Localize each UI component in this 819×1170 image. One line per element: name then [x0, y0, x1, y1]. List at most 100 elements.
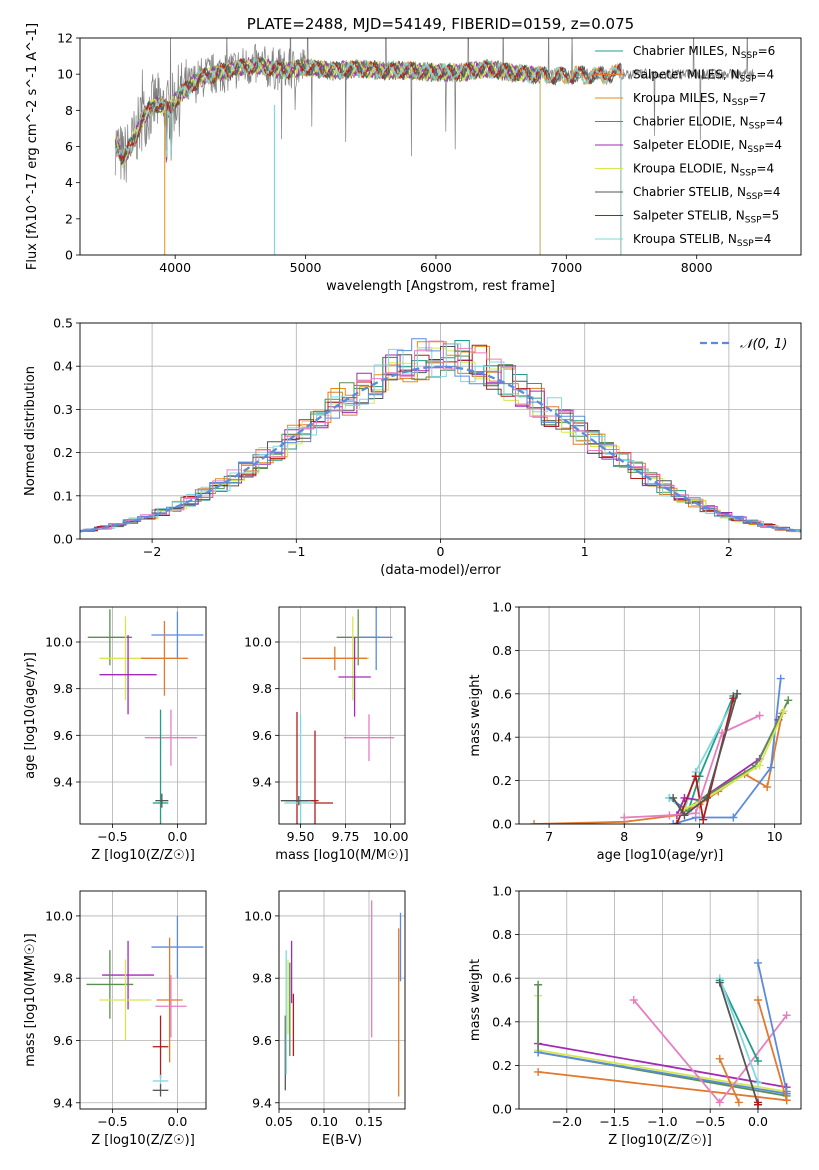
data-point	[360, 607, 393, 670]
legend-entry: Chabrier STELIB, NSSP=4	[633, 185, 781, 202]
weight-marker	[755, 711, 764, 720]
chart-title: PLATE=2488, MJD=54149, FIBERID=0159, z=0…	[247, 15, 634, 33]
x-tick-label: 0.0	[167, 1114, 187, 1129]
legend-entry: Salpeter ELODIE, NSSP=4	[633, 138, 782, 155]
x-tick-label: 2	[725, 544, 733, 559]
y-tick-label: 9.4	[53, 775, 73, 790]
weight-marker	[753, 1057, 762, 1066]
y-tick-label: 4	[65, 175, 73, 190]
x-tick-label: −2.0	[552, 1114, 582, 1129]
legend-text: Chabrier MILES, N	[633, 44, 741, 58]
x-tick-label: −0.5	[97, 1114, 127, 1129]
legend-text: =5	[762, 209, 780, 223]
y-tick-label: 9.8	[252, 971, 272, 986]
y-tick-label: 0.2	[492, 1058, 512, 1073]
legend-subscript: SSP	[745, 216, 762, 226]
axes-frame	[518, 606, 802, 825]
weight-marker	[620, 813, 629, 822]
legend-subscript: SSP	[737, 239, 754, 249]
legend-text: =4	[756, 162, 774, 176]
legend-text: =4	[754, 232, 772, 246]
weight-marker	[733, 689, 742, 698]
axes-frame	[278, 606, 406, 825]
weight_vs_z-panel: −2.0 −1.5 −1.0 −0.5 0.0 0.0 0.2 0.4 0.6 0.8 1.0 Z […	[468, 884, 802, 1148]
y-tick-label: 0.0	[492, 1102, 512, 1117]
weight-marker	[753, 1078, 762, 1087]
weight-line	[537, 1051, 787, 1095]
weight-marker	[672, 820, 681, 824]
x-tick-label: 1	[581, 544, 589, 559]
weight-marker	[782, 1011, 791, 1020]
model-spectrum-line	[115, 57, 541, 255]
x-tick-label: 0.15	[355, 1114, 383, 1129]
legend-entry: Salpeter MILES, NSSP=4	[633, 68, 774, 85]
y-axis-label: mass weight	[468, 674, 483, 756]
y-tick-label: 9.8	[53, 681, 73, 696]
histogram-step	[80, 338, 801, 532]
weight-marker	[729, 813, 738, 822]
weight_vs_age-panel: 7 8 9 10 0.0 0.2 0.4 0.6 0.8 1.0 age [log10(age/yr…	[468, 600, 802, 863]
y-tick-label: 0.4	[53, 359, 73, 374]
x-tick-label: 9.50	[287, 829, 315, 844]
x-tick-label: −1.5	[599, 1114, 629, 1129]
weight-series	[715, 1054, 743, 1107]
legend-subscript: SSP	[747, 145, 764, 155]
weight-line	[537, 1042, 787, 1089]
legend-entry: Kroupa MILES, NSSP=7	[633, 91, 766, 108]
histogram-step	[82, 340, 801, 532]
legend-subscript: SSP	[746, 192, 763, 202]
x-axis-label: (data-model)/error	[380, 563, 501, 578]
weight-marker	[691, 772, 700, 781]
weight-line	[718, 982, 759, 1105]
y-axis-label: Flux [fλ10^-17 erg cm^-2 s^-1 A^-1]	[25, 23, 40, 270]
y-tick-label: 0	[65, 248, 73, 263]
y-tick-label: 2	[65, 211, 73, 226]
y-tick-label: 8	[65, 103, 73, 118]
weight-marker	[534, 1048, 543, 1057]
axes-frame	[79, 322, 802, 540]
weight-marker	[715, 1098, 724, 1107]
y-tick-label: 10	[57, 67, 73, 82]
y-tick-label: 10.0	[244, 908, 272, 923]
weight-marker	[680, 811, 689, 820]
y-tick-label: 9.8	[53, 971, 73, 986]
y-tick-label: 1.0	[492, 600, 512, 615]
legend-text: =4	[765, 115, 783, 129]
age_vs_mass-panel: 9.50 9.75 10.00 9.4 9.6 9.8 10.0 mass [log10(M/…	[244, 606, 409, 863]
mass_vs_ebv-panel: 0.05 0.10 0.15 9.4 9.6 9.8 10.0 E(B-V)	[244, 890, 406, 1148]
weight-marker	[669, 820, 678, 824]
weight-marker	[718, 728, 727, 737]
y-tick-label: 0.5	[53, 316, 73, 331]
weight-marker	[784, 696, 793, 705]
y-tick-label: 0.0	[53, 532, 73, 547]
axes-frame	[79, 37, 802, 256]
data-point	[338, 637, 371, 717]
x-axis-label: Z [log10(Z/Z☉)]	[91, 1133, 195, 1148]
spectrum-panel: PLATE=2488, MJD=54149, FIBERID=0159, z=0…	[25, 15, 802, 294]
weight-series	[715, 974, 762, 1087]
legend-subscript: SSP	[740, 169, 757, 179]
weight-marker	[753, 958, 762, 967]
mass_vs_z-panel: −0.5 0.0 9.4 9.6 9.8 10.0 Z [log10(Z/Z☉)] mass …	[23, 890, 207, 1148]
legend-text: =6	[758, 44, 776, 58]
y-axis-label: mass [log10(M/M☉)]	[23, 933, 38, 1066]
model-spectrum-line	[114, 57, 622, 255]
legend-text: =4	[756, 68, 774, 82]
data-point	[99, 959, 152, 1041]
y-tick-label: 0.2	[53, 445, 73, 460]
weight-line	[537, 1071, 787, 1102]
legend-text: Chabrier ELODIE, N	[633, 115, 749, 129]
weight-marker	[691, 809, 700, 818]
weight-line	[672, 693, 738, 817]
normal-curve	[80, 365, 801, 533]
weight-line	[757, 962, 788, 1092]
weight-line	[757, 999, 788, 1101]
weight-marker	[753, 1098, 762, 1107]
y-tick-label: 9.4	[252, 775, 272, 790]
legend-subscript: SSP	[740, 75, 757, 85]
y-tick-label: 0.4	[492, 1014, 512, 1029]
weight-series	[620, 711, 764, 822]
legend-entry: Chabrier ELODIE, NSSP=4	[633, 115, 783, 132]
data-point	[155, 975, 187, 1038]
